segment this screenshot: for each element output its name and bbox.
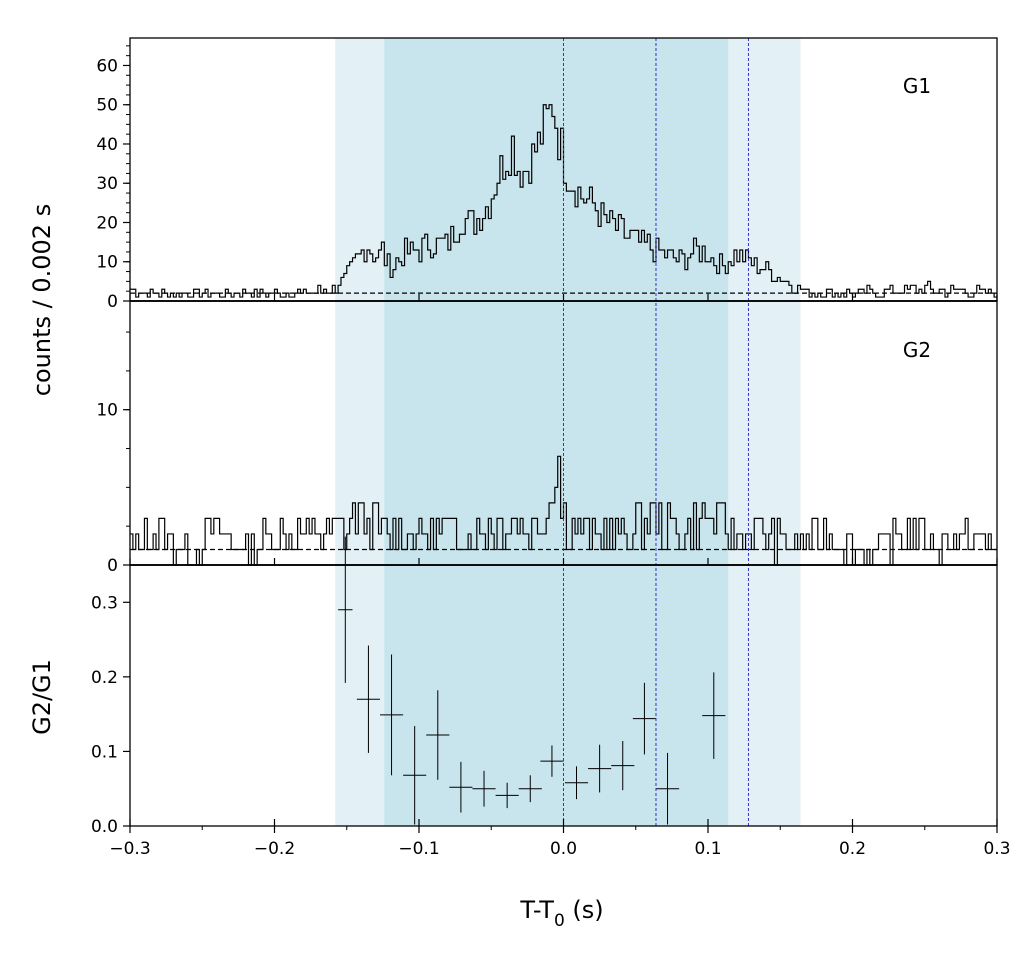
x-tick-label: 0.1 [694, 839, 721, 859]
x-axis-title: T-T0 (s) [519, 896, 603, 931]
y-tick-label-g2: 0 [107, 556, 118, 576]
y-tick-label-ratio: 0.3 [91, 593, 118, 613]
x-tick-label: −0.2 [254, 839, 295, 859]
ratio-point [403, 726, 427, 825]
x-axis-title-unit: (s) [565, 896, 604, 924]
ratio-point [379, 654, 404, 776]
y-tick-label-g2: 10 [96, 401, 118, 421]
x-tick-label: 0.2 [839, 839, 866, 859]
y-tick-label-g1: 10 [96, 253, 118, 273]
y-tick-label-ratio: 0.2 [91, 668, 118, 688]
ratio-point [632, 682, 656, 755]
ratio-point [564, 766, 589, 800]
ratio-point [472, 770, 496, 807]
ratio-point [588, 744, 612, 793]
ratio-point [518, 775, 542, 803]
shaded-intervals [335, 38, 801, 826]
ratio-point [356, 645, 380, 753]
ratio-point [338, 536, 353, 683]
reference-lines [563, 38, 749, 826]
x-tick-label: 0.3 [983, 839, 1010, 859]
y-tick-label-g1: 60 [96, 56, 118, 76]
ratio-point [655, 752, 680, 825]
ratio-point [611, 740, 635, 791]
y-tick-label-g1: 0 [107, 292, 118, 312]
x-axis-title-main: T-T [519, 896, 554, 924]
shaded-region-inner [384, 38, 729, 826]
x-tick-label: 0.0 [550, 839, 577, 859]
x-tick-label: −0.1 [398, 839, 439, 859]
x-axis-title-subscript: 0 [554, 911, 565, 931]
y-tick-label-g1: 50 [96, 96, 118, 116]
panel-label-g2: G2 [903, 338, 931, 362]
ratio-point [540, 745, 564, 777]
y-tick-label-g1: 40 [96, 135, 118, 155]
ratio-point [495, 782, 519, 809]
panel-label-g1: G1 [903, 74, 931, 98]
y-tick-label-g1: 30 [96, 174, 118, 194]
histogram-g1 [130, 104, 997, 298]
y-tick-label-ratio: 0.1 [91, 742, 118, 762]
y-axis-title-counts: counts / 0.002 s [28, 204, 56, 396]
ratio-point [426, 690, 450, 780]
ratio-point [449, 761, 473, 813]
y-axis-title-ratio: G2/G1 [28, 659, 56, 735]
y-tick-label-ratio: 0.0 [91, 817, 118, 837]
axis-ticks: 0 10 20 30 40 50 60 0 10 0.0 0.1 0.2 0.3 −0.3 −0.2 −0.1… [91, 45, 1011, 859]
x-tick-label: −0.3 [109, 839, 150, 859]
ratio-point [702, 672, 726, 759]
y-tick-label-g1: 20 [96, 213, 118, 233]
